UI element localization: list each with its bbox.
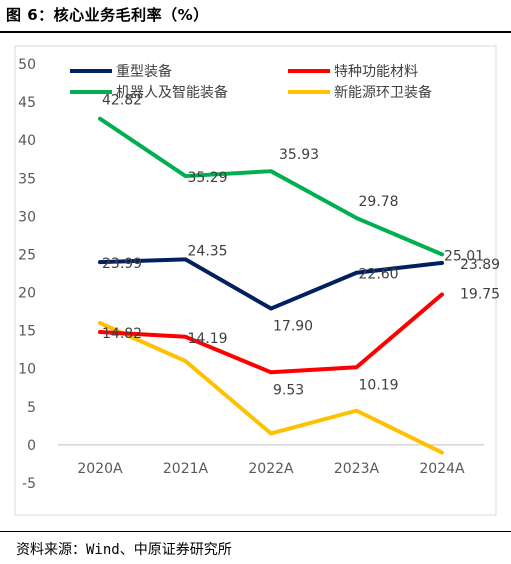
data-label: 22.60 (359, 267, 399, 283)
data-label: 25.01 (444, 248, 484, 264)
x-tick-label: 2023A (334, 461, 380, 477)
y-tick-label: 50 (18, 57, 36, 73)
y-tick-label: -5 (22, 476, 36, 492)
legend-label: 新能源环卫装备 (334, 84, 432, 101)
data-label: 23.99 (102, 256, 142, 272)
data-label: 29.78 (359, 194, 399, 210)
data-label: 10.19 (359, 377, 399, 393)
y-tick-label: 0 (27, 438, 36, 454)
figure-title: 图 6：核心业务毛利率（%） (6, 6, 209, 24)
label-layer: 23.99 24.35 17.90 22.60 23.89 14.82 14.19 9.53 1… (102, 93, 500, 399)
data-label: 19.75 (460, 286, 500, 302)
series-line (98, 292, 444, 375)
series-layer (98, 116, 444, 455)
data-label: 35.93 (279, 147, 319, 163)
y-tick-label: 30 (18, 209, 36, 225)
y-tick-label: 25 (18, 247, 36, 263)
source-note: 资料来源：Wind、中原证券研究所 (16, 542, 232, 558)
data-label: 42.82 (102, 93, 142, 109)
series-line (98, 257, 444, 311)
data-label: 24.35 (188, 243, 228, 259)
y-tick-label: 40 (18, 133, 36, 149)
legend-label: 重型装备 (116, 63, 172, 80)
x-tick-label: 2024A (419, 461, 465, 477)
data-label: 23.89 (460, 257, 500, 273)
y-tick-label: 5 (27, 400, 36, 416)
series-line (98, 321, 444, 455)
data-label: 35.29 (188, 170, 228, 186)
data-label: 17.90 (273, 319, 313, 335)
y-tick-label: 20 (18, 286, 36, 302)
y-tick-label: 35 (18, 171, 36, 187)
data-label: 9.53 (273, 382, 304, 398)
series-line (98, 116, 444, 257)
data-label: 14.19 (188, 331, 228, 347)
legend-label: 特种功能材料 (334, 64, 418, 80)
title-rule (0, 31, 511, 33)
legend-label: 机器人及智能装备 (116, 84, 228, 101)
source-rule (0, 531, 511, 532)
y-tick-label: 10 (18, 362, 36, 378)
plot-frame (14, 45, 497, 516)
y-tick-label: 15 (18, 324, 36, 340)
x-tick-label: 2022A (248, 461, 294, 477)
x-tick-label: 2021A (163, 461, 209, 477)
y-tick-label: 45 (18, 95, 36, 111)
x-tick-label: 2020A (77, 461, 123, 477)
data-label: 14.82 (102, 326, 142, 342)
